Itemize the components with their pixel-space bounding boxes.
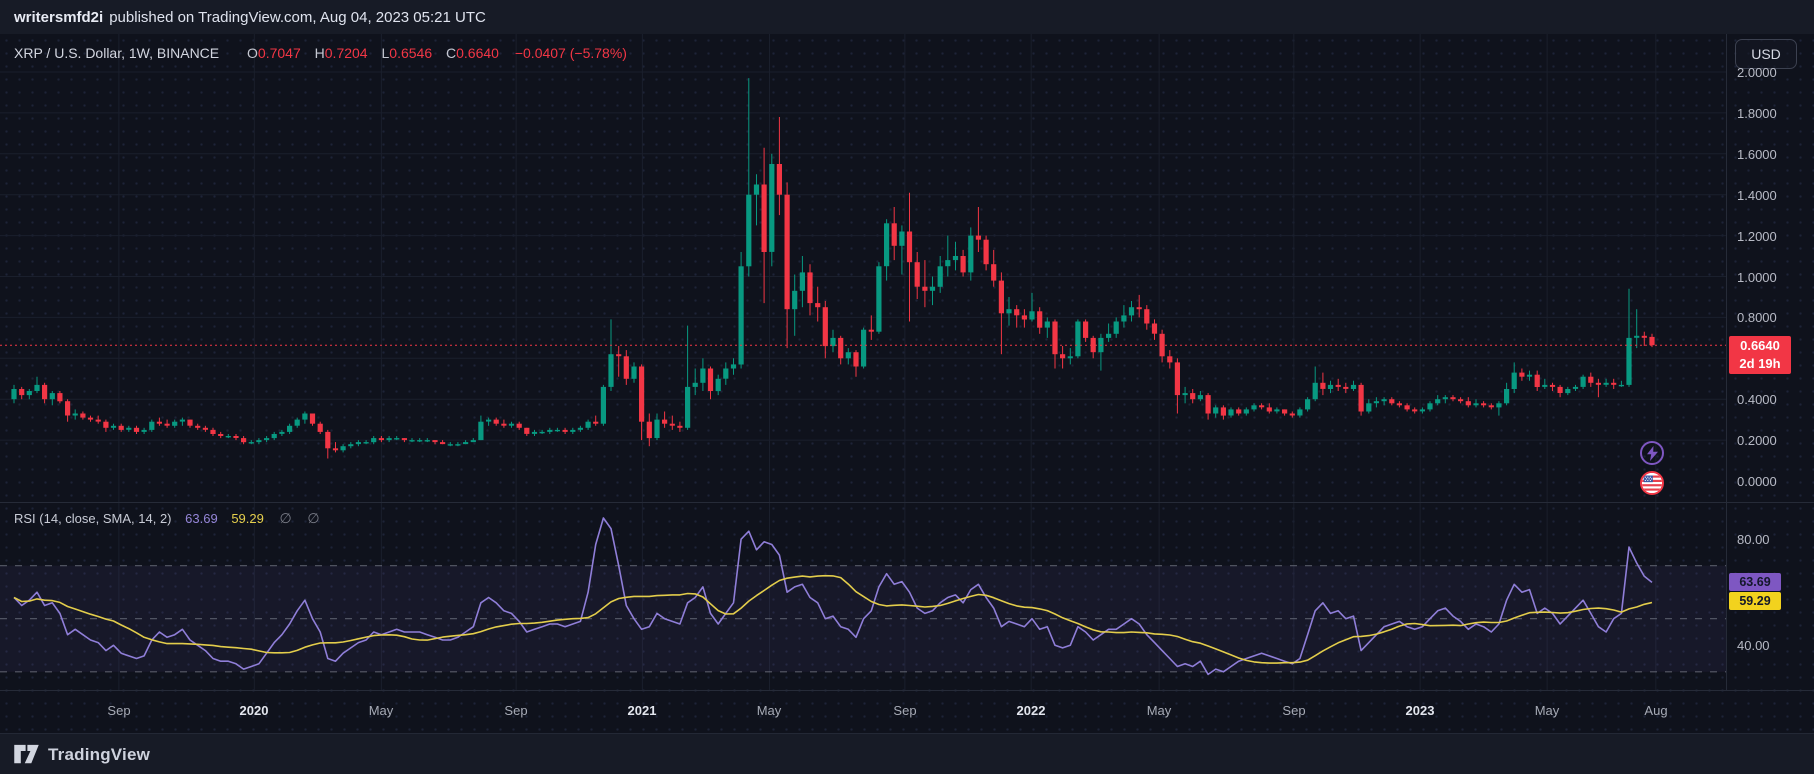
time-axis-label[interactable]: 2021 [627,703,657,718]
high-label: H [314,45,325,61]
price-axis-label: 0.0000 [1737,474,1777,489]
symbol-legend: XRP / U.S. Dollar, 1W, BINANCE O0.7047 H… [14,45,627,61]
candle-bodies-up [11,164,1640,451]
open-label: O [247,45,258,61]
rsi-value: 63.69 [185,511,218,526]
author-name: writersmfd2i [14,8,104,26]
time-axis-separator [0,690,1814,691]
high-value: 0.7204 [324,45,368,61]
us-flag-icon[interactable] [1640,471,1664,495]
rsi-axis-label: 80.00 [1737,532,1770,547]
close-label: C [446,45,457,61]
low-label: L [381,45,390,61]
rsi-value-badge: 63.69 [1729,573,1781,591]
time-axis-label[interactable]: 2022 [1016,703,1046,718]
rsi-line [13,517,1653,676]
price-axis-label: 0.2000 [1737,433,1777,448]
time-axis-label[interactable]: 2023 [1405,703,1435,718]
price-axis-label: 1.4000 [1737,188,1777,203]
rsi-axis-label: 40.00 [1737,638,1770,653]
rsi-title[interactable]: RSI (14, close, SMA, 14, 2) [14,511,172,526]
published-text: published on TradingView.com, Aug 04, 20… [109,8,486,26]
time-axis-label[interactable]: Sep [893,703,917,718]
price-axis-label: 0.8000 [1737,310,1777,325]
price-axis-label: 2.0000 [1737,65,1777,80]
low-value: 0.6546 [389,45,433,61]
price-axis-label: 0.4000 [1737,392,1777,407]
published-bar: writersmfd2i published on TradingView.co… [0,0,1814,34]
pane-separator[interactable] [0,502,1814,503]
candlestick-rsi-plot[interactable] [0,34,1814,733]
price-axis-label: 1.8000 [1737,106,1777,121]
rsi-ma-value-badge: 59.29 [1729,592,1781,610]
rsi-ma-value: 59.29 [231,511,264,526]
ohlc-readout: O0.7047 H0.7204 L0.6546 C0.6640 [237,45,503,61]
price-axis-label: 1.0000 [1737,270,1777,285]
time-axis-label[interactable]: May [368,703,394,718]
tradingview-brand[interactable]: TradingView [48,744,151,764]
time-axis-label[interactable]: Sep [504,703,528,718]
time-axis-label[interactable]: 2020 [239,703,269,718]
chart-region[interactable]: XRP / U.S. Dollar, 1W, BINANCE O0.7047 H… [0,34,1814,733]
us-flag-graphic [1642,473,1662,493]
rsi-legend: RSI (14, close, SMA, 14, 2) 63.69 59.29 … [14,510,320,527]
footer-bar: TradingView [0,733,1814,774]
open-value: 0.7047 [257,45,301,61]
close-value: 0.6640 [456,45,499,61]
bar-countdown: 2d 19h [1739,356,1781,371]
time-axis-label[interactable]: Sep [107,703,131,718]
lightning-bolt-icon [1646,445,1658,461]
price-axis-label: 1.2000 [1737,229,1777,244]
symbol-title[interactable]: XRP / U.S. Dollar, 1W, BINANCE [14,45,220,61]
time-axis-label[interactable]: May [756,703,782,718]
price-axis-label: 1.6000 [1737,147,1777,162]
change-value: −0.0407 (−5.78%) [514,45,627,61]
price-axis-separator [1726,34,1727,690]
time-axis-label[interactable]: Sep [1282,703,1306,718]
time-axis-label[interactable]: Aug [1644,703,1668,718]
time-axis-label[interactable]: May [1534,703,1560,718]
tradingview-logo-icon[interactable] [14,744,39,765]
last-price-badge: 0.6640 2d 19h [1729,336,1791,374]
rsi-ma-line [13,574,1653,664]
candle-bodies-down [19,164,1655,451]
empty-set-icon: ∅ [307,510,320,526]
time-axis-label[interactable]: May [1146,703,1172,718]
last-price-value: 0.6640 [1740,338,1780,353]
candle-wicks-up [13,78,1638,453]
currency-toggle-button[interactable]: USD [1735,39,1797,69]
flash-snapshot-icon[interactable] [1640,441,1664,465]
empty-set-icon: ∅ [279,510,292,526]
